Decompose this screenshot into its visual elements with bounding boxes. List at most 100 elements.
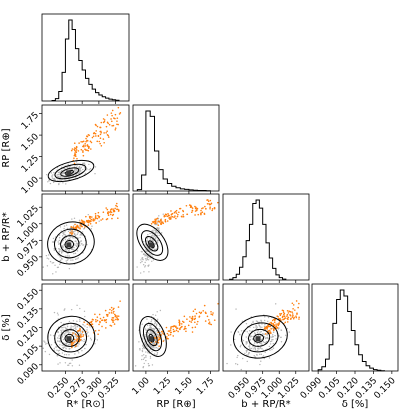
sample-point bbox=[51, 262, 53, 264]
sample-point bbox=[240, 344, 242, 347]
sample-point bbox=[158, 234, 160, 237]
sample-point bbox=[56, 312, 59, 314]
outlier-point bbox=[82, 334, 85, 336]
panel-content bbox=[136, 199, 219, 274]
sample-point bbox=[156, 353, 159, 355]
sample-point bbox=[61, 235, 64, 237]
sample-point bbox=[76, 320, 78, 323]
outlier-point bbox=[201, 211, 204, 213]
sample-point bbox=[264, 324, 266, 326]
outlier-point bbox=[96, 125, 99, 128]
sample-point bbox=[88, 163, 90, 166]
sample-point bbox=[275, 303, 277, 305]
outlier-point bbox=[209, 323, 211, 325]
sample-point bbox=[263, 333, 265, 336]
outlier-point bbox=[105, 207, 107, 209]
outlier-point bbox=[166, 337, 168, 340]
outlier-point bbox=[106, 208, 109, 211]
outlier-point bbox=[70, 149, 73, 152]
outlier-point bbox=[111, 114, 113, 117]
sample-point bbox=[155, 324, 158, 326]
sample-point bbox=[264, 342, 266, 344]
x-axis-label-bRpRs: b + RP/R* bbox=[241, 399, 290, 410]
outlier-point bbox=[167, 214, 170, 217]
sample-point bbox=[89, 326, 91, 328]
sample-point bbox=[149, 232, 151, 235]
outlier-point bbox=[196, 320, 199, 323]
sample-point bbox=[255, 327, 258, 330]
outlier-point bbox=[270, 328, 272, 330]
outlier-point bbox=[298, 316, 300, 319]
sample-point bbox=[253, 332, 256, 334]
outlier-point bbox=[119, 112, 122, 114]
sample-point bbox=[54, 264, 56, 266]
outlier-point bbox=[197, 213, 200, 216]
sample-point bbox=[73, 169, 76, 172]
outlier-point bbox=[166, 332, 169, 335]
sample-point bbox=[63, 353, 66, 356]
y-tick-label: 1.50 bbox=[20, 132, 41, 153]
outlier-point bbox=[75, 225, 78, 228]
outlier-point bbox=[154, 218, 156, 221]
x-tick-label: 1.25 bbox=[152, 376, 173, 397]
sample-point bbox=[249, 326, 251, 328]
sample-point bbox=[272, 339, 274, 341]
outlier-point bbox=[200, 212, 202, 215]
outlier-point bbox=[103, 120, 106, 123]
outlier-point bbox=[267, 324, 269, 327]
sample-point bbox=[247, 353, 250, 355]
sample-point bbox=[158, 227, 160, 229]
sample-point bbox=[156, 227, 159, 230]
sample-point bbox=[61, 252, 63, 254]
sample-point bbox=[65, 255, 67, 257]
sample-point bbox=[152, 259, 155, 261]
sample-point bbox=[46, 257, 48, 259]
sample-point bbox=[254, 348, 257, 350]
sample-point bbox=[73, 232, 76, 235]
outlier-point bbox=[106, 313, 109, 316]
sample-point bbox=[80, 233, 82, 235]
sample-point bbox=[65, 260, 67, 262]
sample-point bbox=[63, 287, 64, 288]
sample-point bbox=[245, 336, 247, 338]
density-contour bbox=[47, 159, 95, 183]
histogram-bRpRs bbox=[222, 193, 310, 281]
outlier-point bbox=[112, 312, 115, 314]
sample-point bbox=[74, 353, 76, 355]
outlier-point bbox=[94, 215, 97, 217]
sample-point bbox=[63, 332, 65, 335]
sample-point bbox=[80, 170, 82, 172]
sample-point bbox=[58, 337, 61, 340]
outlier-point bbox=[114, 315, 117, 318]
outlier-point bbox=[207, 200, 210, 203]
sample-point bbox=[84, 164, 86, 166]
outlier-point bbox=[71, 346, 73, 349]
outlier-point bbox=[292, 314, 294, 317]
sample-point bbox=[259, 326, 262, 328]
sample-point bbox=[269, 349, 271, 351]
sample-point bbox=[156, 351, 159, 354]
outlier-point bbox=[94, 212, 97, 215]
sample-point bbox=[271, 348, 273, 351]
sample-point bbox=[271, 336, 273, 339]
sample-point bbox=[65, 354, 68, 356]
outlier-point bbox=[162, 222, 165, 225]
sample-point bbox=[81, 332, 83, 335]
outlier-point bbox=[80, 335, 82, 338]
sample-point bbox=[66, 323, 69, 326]
sample-point bbox=[58, 352, 61, 355]
sample-point bbox=[235, 308, 237, 310]
sample-point bbox=[146, 238, 149, 240]
sample-point bbox=[86, 168, 88, 170]
outlier-point bbox=[275, 325, 277, 327]
sample-point bbox=[264, 351, 266, 353]
sample-point bbox=[226, 362, 228, 365]
outlier-point bbox=[269, 325, 272, 328]
outlier-point bbox=[286, 310, 289, 312]
outlier-point bbox=[191, 318, 194, 321]
sample-point bbox=[59, 179, 61, 181]
sample-point bbox=[59, 226, 62, 228]
sample-point bbox=[145, 359, 147, 362]
outlier-point bbox=[178, 319, 180, 322]
outlier-point bbox=[110, 309, 113, 312]
